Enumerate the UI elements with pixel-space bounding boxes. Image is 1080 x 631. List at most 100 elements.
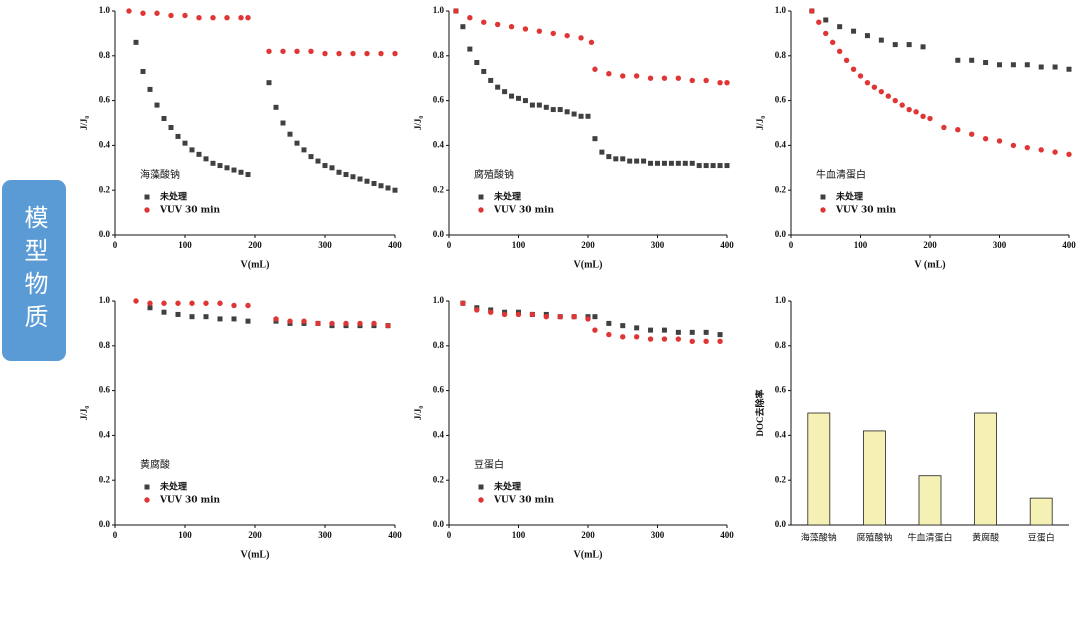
x-tick-label: 0	[447, 530, 452, 540]
point	[696, 163, 702, 169]
y-tick-label: 0.4	[775, 139, 787, 149]
x-tick-label: 300	[651, 240, 665, 250]
point	[161, 300, 167, 306]
point	[717, 338, 723, 345]
point	[315, 158, 321, 164]
y-axis-label: J/J₀	[413, 406, 423, 421]
point	[955, 127, 961, 133]
point	[467, 15, 473, 21]
y-tick-label: 0.0	[99, 519, 111, 529]
point	[585, 316, 591, 322]
point	[266, 80, 272, 86]
point	[1066, 66, 1072, 72]
point	[460, 300, 466, 306]
point	[385, 185, 391, 191]
point	[606, 331, 612, 338]
point	[571, 313, 577, 320]
point	[364, 178, 370, 184]
legend-marker	[820, 194, 826, 200]
point	[899, 102, 905, 108]
x-tick-label: 400	[720, 530, 734, 540]
point	[371, 320, 377, 327]
point	[536, 102, 542, 108]
point	[280, 48, 286, 55]
point	[210, 160, 216, 166]
point	[189, 147, 195, 153]
point	[287, 131, 293, 137]
point	[231, 167, 237, 173]
point	[620, 73, 626, 79]
y-tick-label: 0.8	[99, 50, 111, 60]
point	[906, 106, 912, 113]
y-tick-label: 0.6	[433, 385, 445, 395]
point	[1010, 142, 1017, 149]
point	[655, 160, 660, 166]
y-tick-label: 1.0	[433, 5, 445, 15]
y-tick-label: 0.4	[433, 139, 445, 149]
legend-label: 未处理	[493, 481, 521, 493]
x-axis-label: V(mL)	[574, 549, 603, 560]
point	[885, 93, 891, 99]
point	[606, 71, 612, 77]
point	[509, 93, 515, 99]
x-axis-label: V(mL)	[574, 259, 603, 270]
y-axis-label: DOC去除率	[754, 390, 765, 437]
point	[495, 84, 501, 90]
point	[606, 320, 612, 326]
annotation: 腐殖酸钠	[474, 168, 514, 181]
point	[996, 138, 1003, 144]
point	[245, 302, 251, 309]
y-tick-label: 0.0	[99, 229, 111, 239]
point	[1052, 149, 1058, 155]
x-tick-label: 300	[651, 530, 665, 540]
point	[460, 24, 466, 30]
point	[634, 158, 640, 164]
point	[955, 57, 961, 63]
point	[1038, 147, 1044, 153]
point	[851, 28, 857, 34]
legend-marker	[478, 194, 484, 200]
point	[648, 327, 654, 333]
y-tick-label: 0.4	[775, 429, 787, 439]
point	[627, 158, 633, 164]
side-label: 模型物质	[2, 180, 66, 361]
point	[308, 154, 314, 160]
point	[703, 338, 709, 345]
point	[550, 107, 556, 113]
point	[294, 48, 300, 55]
point	[273, 316, 279, 322]
legend-marker	[144, 484, 150, 490]
point	[168, 12, 174, 19]
point	[543, 313, 549, 320]
y-tick-label: 1.0	[433, 295, 445, 305]
x-tick-label: 腐殖酸钠	[856, 532, 892, 544]
point	[969, 131, 975, 137]
y-tick-label: 0.6	[775, 385, 787, 395]
x-tick-label: 海藻酸钠	[801, 532, 837, 544]
point	[906, 42, 912, 48]
annotation: 豆蛋白	[474, 458, 504, 471]
point	[502, 89, 508, 95]
point	[245, 318, 251, 324]
point	[147, 300, 153, 306]
y-tick-label: 0.0	[433, 519, 445, 529]
x-tick-label: 400	[720, 240, 734, 250]
point	[315, 320, 321, 327]
point	[634, 325, 640, 331]
point	[210, 15, 216, 21]
point	[529, 311, 536, 318]
x-tick-label: 100	[854, 240, 868, 250]
y-tick-label: 0.4	[99, 139, 111, 149]
legend-label: VUV 30 min	[159, 496, 221, 506]
point	[126, 8, 132, 14]
point	[245, 15, 251, 21]
legend-marker	[478, 484, 484, 490]
point	[392, 187, 398, 193]
point	[508, 23, 515, 30]
point	[343, 320, 349, 327]
point	[147, 305, 153, 311]
point	[606, 154, 612, 160]
point	[488, 77, 494, 83]
point	[920, 113, 926, 119]
point	[823, 30, 829, 37]
